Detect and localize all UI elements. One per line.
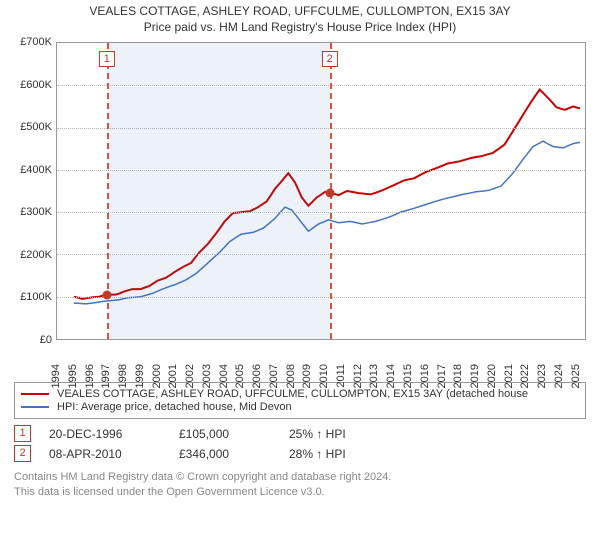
title-subtitle: Price paid vs. HM Land Registry's House …	[6, 20, 594, 34]
y-axis-label: £600K	[8, 79, 52, 91]
event-row: 1 20-DEC-1996£105,00025% ↑ HPI	[14, 425, 586, 442]
events-table: 1 20-DEC-1996£105,00025% ↑ HPI 2 08-APR-201…	[14, 425, 586, 462]
x-axis-label: 2009	[301, 364, 313, 388]
legend-label: VEALES COTTAGE, ASHLEY ROAD, UFFCULME, C…	[57, 388, 528, 400]
x-axis-label: 1998	[117, 364, 129, 388]
legend-item: VEALES COTTAGE, ASHLEY ROAD, UFFCULME, C…	[21, 388, 579, 400]
event-marker	[325, 188, 334, 197]
x-axis-label: 2001	[167, 364, 179, 388]
x-axis-label: 2020	[486, 364, 498, 388]
legend-swatch	[21, 393, 49, 395]
x-axis-label: 2011	[335, 364, 347, 388]
event-pct: 28% ↑ HPI	[289, 447, 346, 461]
y-axis-label: £0	[8, 334, 52, 346]
x-axis-label: 2006	[251, 364, 263, 388]
x-axis-label: 1997	[100, 364, 112, 388]
event-number: 2	[14, 445, 31, 462]
event-price: £346,000	[179, 447, 289, 461]
legend-swatch	[21, 406, 49, 408]
footer-attribution: Contains HM Land Registry data © Crown c…	[14, 470, 586, 500]
event-flag: 2	[322, 51, 338, 67]
x-axis-label: 2008	[285, 364, 297, 388]
x-axis-label: 2024	[553, 364, 565, 388]
x-axis-label: 1995	[67, 364, 79, 388]
y-axis-label: £200K	[8, 249, 52, 261]
y-axis-label: £500K	[8, 121, 52, 133]
x-axis-label: 2010	[318, 364, 330, 388]
x-axis-label: 1996	[84, 364, 96, 388]
title-address: VEALES COTTAGE, ASHLEY ROAD, UFFCULME, C…	[6, 4, 594, 18]
price-chart: 12 £0£100K£200K£300K£400K£500K£600K£700K…	[8, 38, 592, 376]
legend-label: HPI: Average price, detached house, Mid …	[57, 401, 292, 413]
x-axis-label: 1999	[134, 364, 146, 388]
footer-line2: This data is licensed under the Open Gov…	[14, 485, 586, 500]
x-axis-label: 2003	[201, 364, 213, 388]
x-axis-label: 2013	[368, 364, 380, 388]
x-axis-label: 2023	[536, 364, 548, 388]
plot-area: 12	[56, 42, 586, 340]
x-axis-label: 1994	[50, 364, 62, 388]
x-axis-label: 2002	[184, 364, 196, 388]
x-axis-label: 2022	[519, 364, 531, 388]
x-axis-label: 2019	[469, 364, 481, 388]
x-axis-label: 2012	[352, 364, 364, 388]
x-axis-label: 2004	[218, 364, 230, 388]
x-axis-label: 2000	[151, 364, 163, 388]
legend-item: HPI: Average price, detached house, Mid …	[21, 401, 579, 413]
y-axis-label: £100K	[8, 291, 52, 303]
x-axis-label: 2021	[503, 364, 515, 388]
footer-line1: Contains HM Land Registry data © Crown c…	[14, 470, 586, 485]
x-axis-label: 2018	[452, 364, 464, 388]
x-axis-label: 2014	[385, 364, 397, 388]
event-row: 2 08-APR-2010£346,00028% ↑ HPI	[14, 445, 586, 462]
x-axis-label: 2016	[419, 364, 431, 388]
event-date: 08-APR-2010	[49, 447, 179, 461]
event-price: £105,000	[179, 427, 289, 441]
x-axis-label: 2017	[436, 364, 448, 388]
x-axis-label: 2015	[402, 364, 414, 388]
event-number: 1	[14, 425, 31, 442]
event-date: 20-DEC-1996	[49, 427, 179, 441]
x-axis-label: 2007	[268, 364, 280, 388]
x-axis-label: 2005	[234, 364, 246, 388]
y-axis-label: £400K	[8, 164, 52, 176]
event-flag: 1	[99, 51, 115, 67]
y-axis-label: £700K	[8, 36, 52, 48]
highlight-band	[107, 43, 330, 339]
x-axis-label: 2025	[570, 364, 582, 388]
event-marker	[102, 290, 111, 299]
y-axis-label: £300K	[8, 206, 52, 218]
event-pct: 25% ↑ HPI	[289, 427, 346, 441]
